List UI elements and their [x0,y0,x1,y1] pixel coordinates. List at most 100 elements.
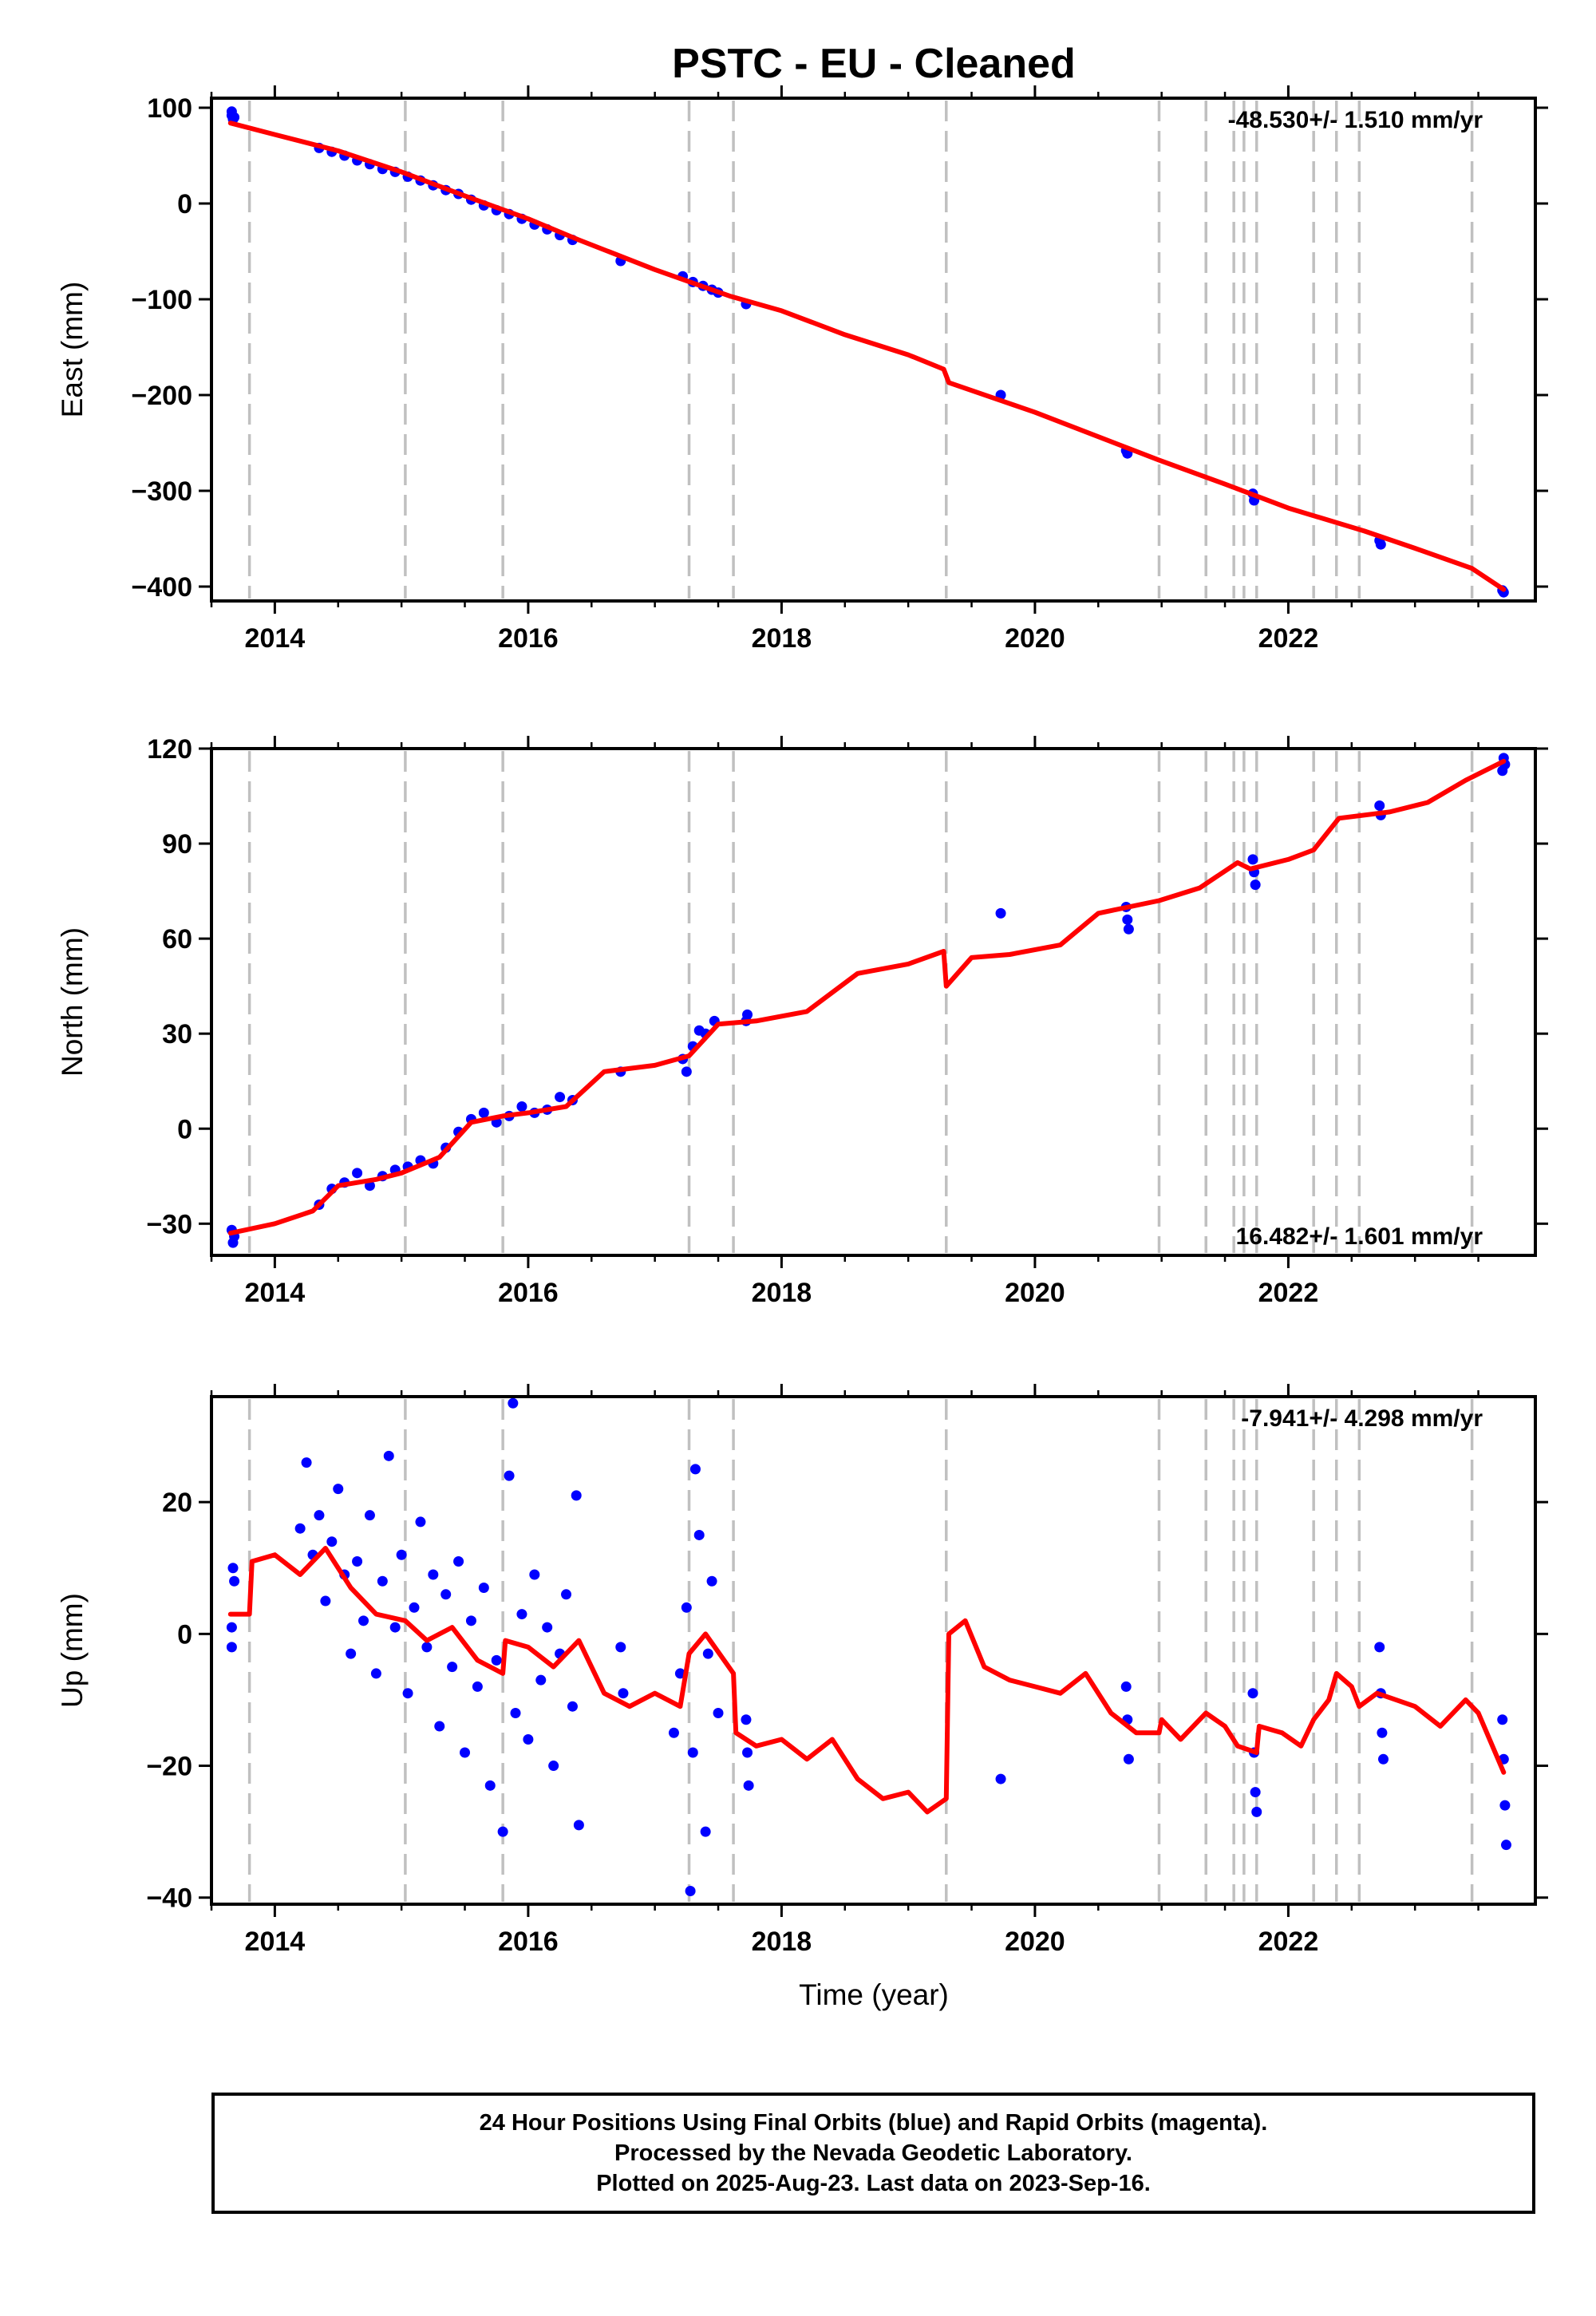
east-y-tick-label--300: −300 [131,476,192,507]
up-data-point-0 [226,1642,237,1653]
east-y-tick-label-0: 0 [177,189,192,219]
up-data-point-25 [428,1569,439,1580]
north-y-tick-label--30: −30 [146,1209,192,1239]
up-data-point-1 [226,1622,237,1633]
east-y-tick-label-100: 100 [147,93,192,124]
east-x-tick-label-2020: 2020 [1005,623,1065,654]
up-data-point-63 [713,1707,724,1718]
north-data-point-26 [681,1066,692,1077]
up-data-point-82 [1500,1840,1511,1851]
up-data-point-36 [497,1826,508,1837]
up-data-point-60 [700,1826,711,1837]
up-x-tick-label-2020: 2020 [1005,1927,1065,1957]
north-rate-label: 16.482+/- 1.601 mm/yr [1236,1223,1483,1250]
panel-up: 2014 2016 2018 2020 2022 20 0 −20 −40 Up (mm) -7.9… [56,1384,1548,1957]
north-data-point-39 [1250,879,1261,891]
north-y-tick-label-90: 90 [162,829,192,860]
up-data-point-27 [440,1589,452,1600]
up-data-point-15 [364,1510,375,1521]
up-data-point-12 [346,1648,357,1659]
east-data-point-3 [229,112,240,123]
up-model-line [227,1546,1507,1815]
up-data-point-52 [618,1688,629,1699]
up-data-point-68 [1120,1681,1132,1692]
east-x-tick-label-2022: 2022 [1258,623,1319,654]
up-frame [210,1395,1537,1906]
up-data-point-22 [409,1602,420,1613]
up-data-point-47 [561,1589,572,1600]
panel-north: 2014 2016 2018 2020 2022 120 90 60 30 0 −30 North (… [56,734,1548,1308]
up-data-point-53 [668,1727,679,1738]
north-y-tick-label-0: 0 [177,1114,192,1144]
east-y-tick-label--400: −400 [131,572,192,603]
x-axis-label: Time (year) [799,1978,949,2011]
east-frame [210,97,1537,603]
north-data-point-36 [1123,923,1134,935]
up-data-point-66 [743,1780,754,1791]
up-data-point-37 [504,1470,515,1481]
east-rate-label: -48.530+/- 1.510 mm/yr [1228,107,1483,133]
north-x-tick-label-2022: 2022 [1258,1278,1319,1308]
east-x-tick-label-2016: 2016 [498,623,559,654]
panel-east: 2014 2016 2018 2020 2022 100 0 −100 −200 −300 −400… [56,85,1548,654]
north-y-tick-label-120: 120 [147,734,192,765]
up-data-point-8 [320,1595,331,1607]
up-data-point-43 [535,1674,547,1686]
chart-title: PSTC - EU - Cleaned [672,41,1076,87]
north-data-point-6 [352,1168,363,1179]
up-data-point-64 [741,1714,752,1725]
up-data-point-9 [326,1536,338,1547]
north-x-tick-label-2016: 2016 [498,1278,559,1308]
up-data-point-59 [693,1529,705,1540]
up-data-point-29 [453,1555,464,1567]
up-data-point-51 [615,1642,626,1653]
up-data-point-23 [415,1516,426,1528]
up-data-point-19 [389,1622,401,1633]
up-data-point-38 [508,1397,519,1409]
up-data-point-28 [447,1662,458,1673]
up-data-point-3 [229,1575,240,1587]
north-data-point-37 [1247,854,1258,865]
up-y-tick-label--40: −40 [146,1883,192,1914]
up-data-point-45 [548,1761,559,1772]
footer-line-1: 24 Hour Positions Using Final Orbits (bl… [479,2110,1268,2136]
up-x-tick-label-2022: 2022 [1258,1927,1319,1957]
up-y-tick-label-20: 20 [162,1488,192,1518]
footer-box: 24 Hour Positions Using Final Orbits (bl… [211,2093,1535,2214]
east-data-point-38 [1375,539,1386,550]
up-rate-label: -7.941+/- 4.298 mm/yr [1241,1405,1483,1432]
up-data-point-35 [491,1654,502,1666]
up-data-point-31 [465,1615,476,1626]
north-x-tick-label-2018: 2018 [752,1278,812,1308]
up-x-tick-label-2014: 2014 [245,1927,306,1957]
up-data-point-75 [1374,1642,1385,1653]
up-data-point-57 [687,1747,698,1758]
up-data-point-2 [227,1563,239,1574]
up-y-axis-label: Up (mm) [56,1593,89,1708]
up-y-tick-label--20: −20 [146,1752,192,1782]
up-data-point-14 [358,1615,369,1626]
up-x-tick-label-2018: 2018 [752,1927,812,1957]
up-data-point-41 [523,1734,534,1745]
north-data-point-35 [1122,914,1133,925]
up-data-point-61 [702,1648,713,1659]
up-data-point-34 [484,1780,496,1791]
up-data-point-32 [472,1681,483,1692]
up-data-point-4 [294,1523,306,1534]
up-data-point-26 [434,1721,445,1732]
up-data-point-74 [1251,1806,1262,1817]
up-data-point-73 [1250,1787,1261,1798]
up-data-point-21 [402,1688,413,1699]
up-data-point-54 [674,1668,685,1679]
north-model-line [227,758,1507,1236]
north-frame [210,747,1537,1257]
up-data-point-70 [1123,1753,1134,1765]
up-data-point-79 [1497,1714,1508,1725]
up-data-point-5 [301,1457,312,1468]
up-data-point-42 [529,1569,540,1580]
north-data-point-16 [478,1107,489,1118]
up-data-point-18 [383,1450,394,1461]
east-model-line [227,121,1507,592]
north-y-axis-label: North (mm) [56,927,89,1077]
